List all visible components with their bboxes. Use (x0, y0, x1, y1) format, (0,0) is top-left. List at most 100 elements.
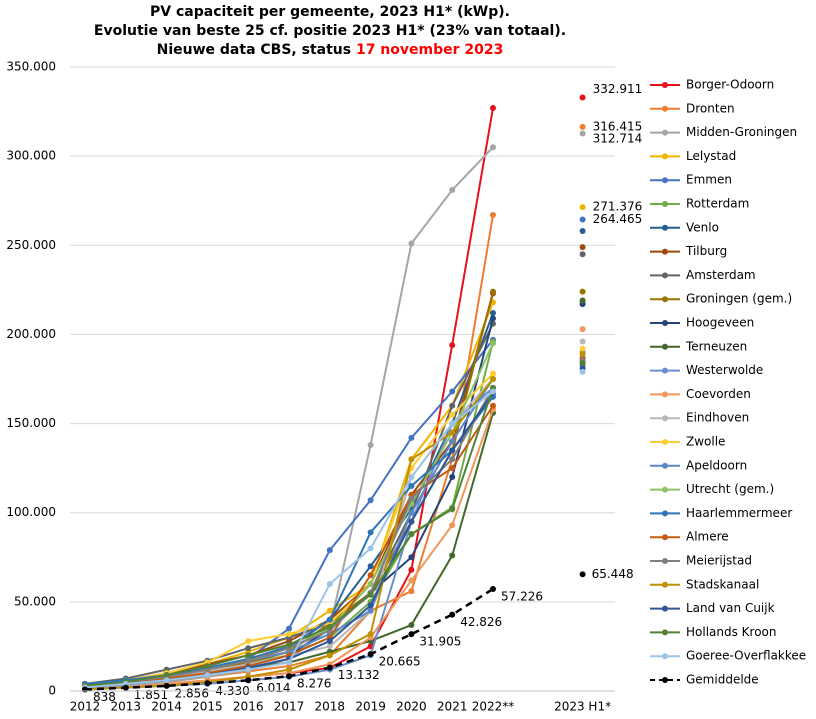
data-point (579, 244, 586, 251)
data-point (579, 228, 586, 235)
legend-marker (662, 129, 668, 136)
data-point (82, 686, 88, 693)
data-point (490, 402, 496, 409)
data-point (449, 611, 456, 618)
x-tick-label: 2015 (192, 700, 223, 714)
data-point (449, 388, 456, 395)
data-point (163, 671, 170, 678)
data-label: 65.448 (592, 567, 634, 581)
data-point (367, 602, 374, 609)
data-point (367, 591, 374, 598)
note-date: 17 november 2023 (356, 42, 503, 58)
data-point (286, 659, 292, 666)
data-point (408, 518, 415, 525)
data-point (204, 671, 211, 678)
data-label: 6.014 (256, 681, 290, 695)
data-point (245, 652, 252, 659)
data-point (579, 288, 586, 295)
legend-label: Stadskanaal (686, 577, 759, 591)
data-point (367, 563, 374, 570)
legend-label: Apeldoorn (686, 458, 747, 472)
legend-marker (662, 320, 668, 326)
data-point (245, 638, 252, 645)
data-point (579, 351, 586, 358)
x-tick-label: 2018 (315, 700, 346, 714)
data-point (408, 495, 415, 502)
legend-marker (662, 82, 668, 88)
legend-label: Goeree-Overflakkee (686, 649, 806, 663)
data-point (286, 673, 292, 680)
data-point (579, 297, 586, 304)
legend-marker (662, 510, 668, 517)
legend-marker (662, 343, 668, 350)
data-point (449, 447, 456, 454)
legend-marker (662, 153, 668, 160)
series (82, 571, 586, 693)
data-point (367, 545, 374, 552)
x-tick-label: 2012 (70, 700, 101, 714)
y-tick-label: 100.000 (6, 505, 56, 519)
data-point (204, 680, 211, 687)
data-point (490, 288, 496, 295)
data-point (367, 572, 374, 579)
legend-label: Terneuzen (685, 339, 747, 353)
data-label: 332.911 (593, 82, 643, 96)
legend-marker (662, 534, 668, 541)
data-point (408, 577, 415, 584)
legend-label: Amsterdam (686, 268, 756, 282)
data-point (579, 204, 586, 211)
data-label: 13.132 (338, 668, 380, 682)
legend-marker (662, 296, 668, 303)
chart-note: Nieuwe data CBS, status 17 november 2023 (157, 42, 504, 58)
data-point (408, 456, 415, 463)
data-point (408, 509, 415, 516)
legend-label: Almere (686, 530, 729, 544)
chart-subtitle: Evolutie van beste 25 cf. positie 2023 H… (94, 23, 566, 39)
data-point (367, 630, 374, 637)
data-point (408, 240, 415, 247)
data-point (579, 326, 586, 333)
data-point (245, 657, 252, 664)
legend-label: Venlo (686, 220, 719, 234)
data-point (367, 651, 374, 658)
data-point (286, 641, 292, 648)
data-point (326, 547, 333, 554)
y-tick-label: 300.000 (6, 149, 56, 163)
data-point (579, 216, 586, 223)
legend-marker (662, 486, 668, 493)
data-point (163, 677, 170, 684)
data-point (367, 441, 374, 448)
data-point (449, 187, 456, 194)
data-point (286, 666, 292, 673)
legend-label: Groningen (gem.) (686, 292, 792, 306)
data-label: 42.826 (460, 615, 502, 629)
data-point (245, 677, 252, 684)
legend-marker (662, 105, 668, 112)
legend-marker (662, 605, 668, 612)
x-tick-label: 2022** (472, 700, 515, 714)
legend-label: Land van Cuijk (686, 601, 775, 615)
data-point (449, 420, 456, 427)
legend-label: Coevorden (686, 387, 751, 401)
data-point (490, 370, 496, 377)
data-label: 2.856 (175, 686, 209, 700)
legend-label: Lelystad (686, 149, 736, 163)
legend-label: Rotterdam (686, 197, 749, 211)
data-point (449, 465, 456, 472)
data-point (286, 625, 292, 632)
data-point (408, 631, 415, 638)
legend-marker (662, 558, 668, 564)
legend-label: Haarlemmermeer (686, 506, 792, 520)
x-tick-label: 2014 (151, 700, 182, 714)
data-point (326, 643, 333, 650)
data-point (163, 682, 170, 689)
data-point (579, 345, 586, 352)
note-text: Nieuwe data CBS, status (157, 42, 351, 58)
data-point (408, 434, 415, 441)
legend-label: Hoogeveen (686, 316, 754, 330)
data-point (449, 552, 456, 559)
data-label: 838 (93, 690, 116, 704)
data-point (579, 251, 586, 258)
y-tick-label: 50.000 (14, 594, 56, 608)
x-tick-label: 2017 (274, 700, 305, 714)
